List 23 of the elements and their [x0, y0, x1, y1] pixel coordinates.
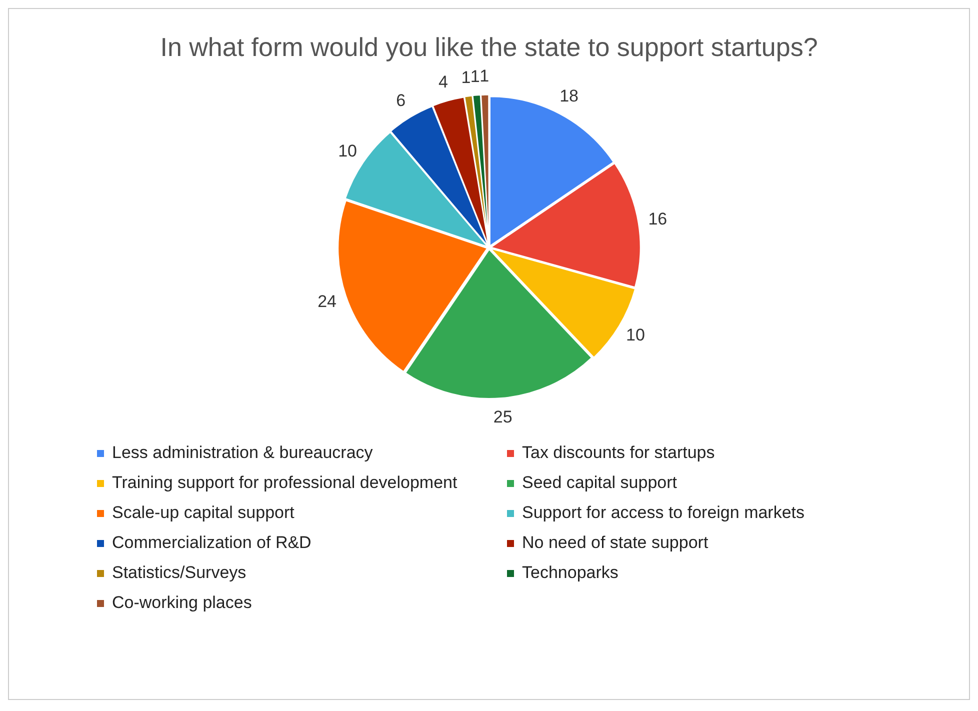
legend-label: Co-working places — [112, 593, 252, 613]
data-label: 24 — [318, 292, 337, 311]
legend-label: Scale-up capital support — [112, 503, 294, 523]
data-label: 25 — [493, 408, 512, 427]
legend-label: Commercialization of R&D — [112, 533, 312, 553]
data-label: 1 — [480, 66, 490, 86]
legend-label: Less administration & bureaucracy — [112, 443, 373, 463]
data-label: 6 — [396, 90, 406, 110]
data-label: 1 — [470, 66, 480, 86]
legend-label: Tax discounts for startups — [522, 443, 715, 463]
data-label: 1 — [461, 68, 471, 87]
legend-label: Statistics/Surveys — [112, 563, 246, 583]
legend-label: Technoparks — [522, 563, 618, 583]
chart-title: In what form would you like the state to support startups? — [160, 32, 818, 62]
legend-label: Support for access to foreign markets — [522, 503, 805, 523]
legend-label: Training support for professional development — [112, 473, 458, 493]
data-label: 10 — [338, 141, 358, 160]
data-label: 18 — [560, 86, 579, 106]
data-label: 4 — [438, 72, 448, 92]
legend-label: No need of state support — [522, 533, 708, 553]
data-label: 10 — [626, 325, 645, 344]
legend-label: Seed capital support — [522, 473, 677, 493]
data-label: 16 — [648, 210, 668, 229]
